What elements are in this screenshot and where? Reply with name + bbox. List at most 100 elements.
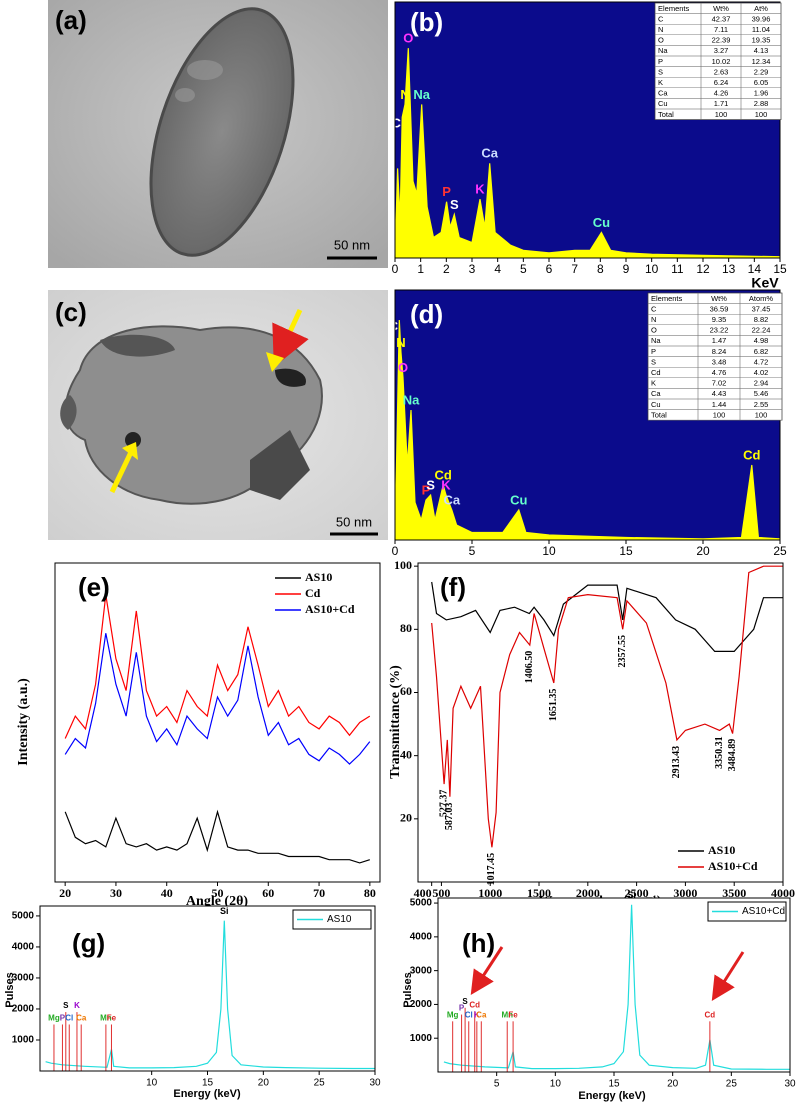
x-tick-label: 6: [546, 262, 553, 276]
table-cell-text: 36.59: [710, 304, 729, 313]
element-label: Cd: [705, 1010, 716, 1019]
area-fill: [395, 48, 780, 258]
legend-label: AS10: [327, 914, 352, 925]
element-label: S: [63, 1001, 69, 1010]
element-label: S: [462, 997, 468, 1006]
x-tick-label: 7: [571, 262, 578, 276]
x-tick-label: 20: [59, 886, 71, 900]
y-tick-label: 4000: [410, 931, 433, 942]
table-cell-text: S: [658, 67, 663, 76]
y-axis-label: Pulses: [4, 972, 16, 1007]
x-axis-label: KeV: [751, 275, 779, 291]
x-tick-label: 15: [619, 544, 633, 558]
x-tick-label: 3500: [722, 886, 746, 900]
peak-annotation: 3350.31: [714, 736, 725, 769]
legend-label: AS10+Cd: [742, 906, 785, 917]
x-tick-label: 5: [520, 262, 527, 276]
table-cell-text: C: [658, 14, 664, 23]
image-a: (a) 50 nm: [48, 0, 388, 268]
line: [45, 920, 375, 1070]
scale-text: 50 nm: [336, 514, 372, 529]
table-cell-text: 4.13: [754, 46, 769, 55]
peak-label: Si: [220, 906, 229, 916]
table-cell-text: 4.72: [754, 357, 769, 366]
legend-label: AS10: [708, 843, 735, 857]
peak-annotation: 2913.43: [671, 746, 682, 779]
peak-label: O: [403, 31, 413, 46]
x-tick-label: 14: [748, 262, 762, 276]
panel-label: (e): [78, 572, 110, 602]
element-label: Cd: [469, 1000, 480, 1009]
chart: 5 10 15 20 25 3010002000300040005000SiMgPSClC…: [402, 890, 796, 1102]
line: [431, 565, 783, 848]
table-cell-text: K: [651, 379, 656, 388]
table-cell-text: 2.63: [714, 67, 729, 76]
image-c: (c) 50 nm: [48, 290, 388, 540]
peak-label: P: [442, 184, 451, 199]
element-label: Mn: [501, 1010, 513, 1019]
panel-label: (h): [462, 928, 495, 958]
x-tick-label: 10: [645, 262, 659, 276]
legend: [292, 909, 372, 930]
x-tick-label: 2000: [576, 886, 600, 900]
peak-label: S: [450, 197, 459, 212]
peak-label: C: [389, 318, 399, 333]
x-tick-label: 20: [258, 1078, 270, 1089]
plot-area: [40, 906, 375, 1071]
y-tick-label: 5000: [410, 898, 433, 909]
table-cell-text: 10.02: [712, 57, 731, 66]
legend: [707, 901, 787, 922]
line: [64, 594, 371, 739]
table-header: Elements: [658, 4, 690, 13]
panel-label: (d): [410, 299, 443, 329]
legend: [674, 840, 779, 878]
table-cell-text: 8.82: [754, 315, 769, 324]
table-cell-text: Total: [651, 410, 667, 419]
plot-frame: [417, 562, 784, 883]
plot-frame: [39, 905, 376, 1072]
x-tick-label: 8: [597, 262, 604, 276]
peak-label: P: [422, 482, 431, 497]
y-tick-label: 40: [400, 747, 412, 761]
table-cell-text: 8.24: [712, 347, 727, 356]
area-fill: [395, 320, 780, 540]
x-tick-label: 30: [110, 886, 122, 900]
element-label: P: [60, 1014, 66, 1023]
table-header: At%: [754, 4, 768, 13]
table-cell-text: 6.24: [714, 78, 729, 87]
peak-label: Si: [627, 890, 636, 900]
table-cell-text: P: [651, 347, 656, 356]
x-tick-label: 12: [696, 262, 710, 276]
table-cell-text: 37.45: [752, 304, 771, 313]
peak-annotation: 2357.55: [617, 635, 628, 668]
table-cell-text: Cd: [651, 368, 661, 377]
peak-label: K: [441, 477, 451, 492]
table-cell-text: Cu: [658, 99, 668, 108]
table-cell-text: 23.22: [710, 326, 729, 335]
element-label: Fe: [107, 1014, 117, 1023]
table-cell-text: 7.11: [714, 25, 728, 34]
peak-label: S: [426, 477, 435, 492]
panel-label: (b): [410, 7, 443, 37]
peak-annotation: 1651.35: [548, 689, 559, 722]
table-cell-text: 22.39: [712, 36, 731, 45]
y-tick-label: 3000: [410, 965, 433, 976]
table-cell-text: 100: [715, 110, 728, 119]
legend-label: AS10+Cd: [305, 602, 355, 616]
peak-annotation: 527.37: [438, 790, 449, 818]
panel-label: (c): [55, 297, 87, 327]
y-tick-label: 100: [394, 558, 412, 572]
plot-area: [418, 563, 783, 882]
x-tick-label: 9: [623, 262, 630, 276]
x-tick-label: 30: [369, 1078, 381, 1089]
table-cell-text: 19.35: [752, 36, 771, 45]
x-tick-label: 5: [469, 544, 476, 558]
peak-label: O: [398, 360, 408, 375]
x-tick-label: 500: [432, 886, 450, 900]
table-cell-text: 7.02: [712, 379, 727, 388]
table-cell-text: 1.96: [754, 89, 769, 98]
table-cell-text: Ca: [658, 89, 668, 98]
panel-label: (f): [440, 572, 466, 602]
x-tick-label: 80: [364, 886, 376, 900]
x-tick-label: 3: [469, 262, 476, 276]
